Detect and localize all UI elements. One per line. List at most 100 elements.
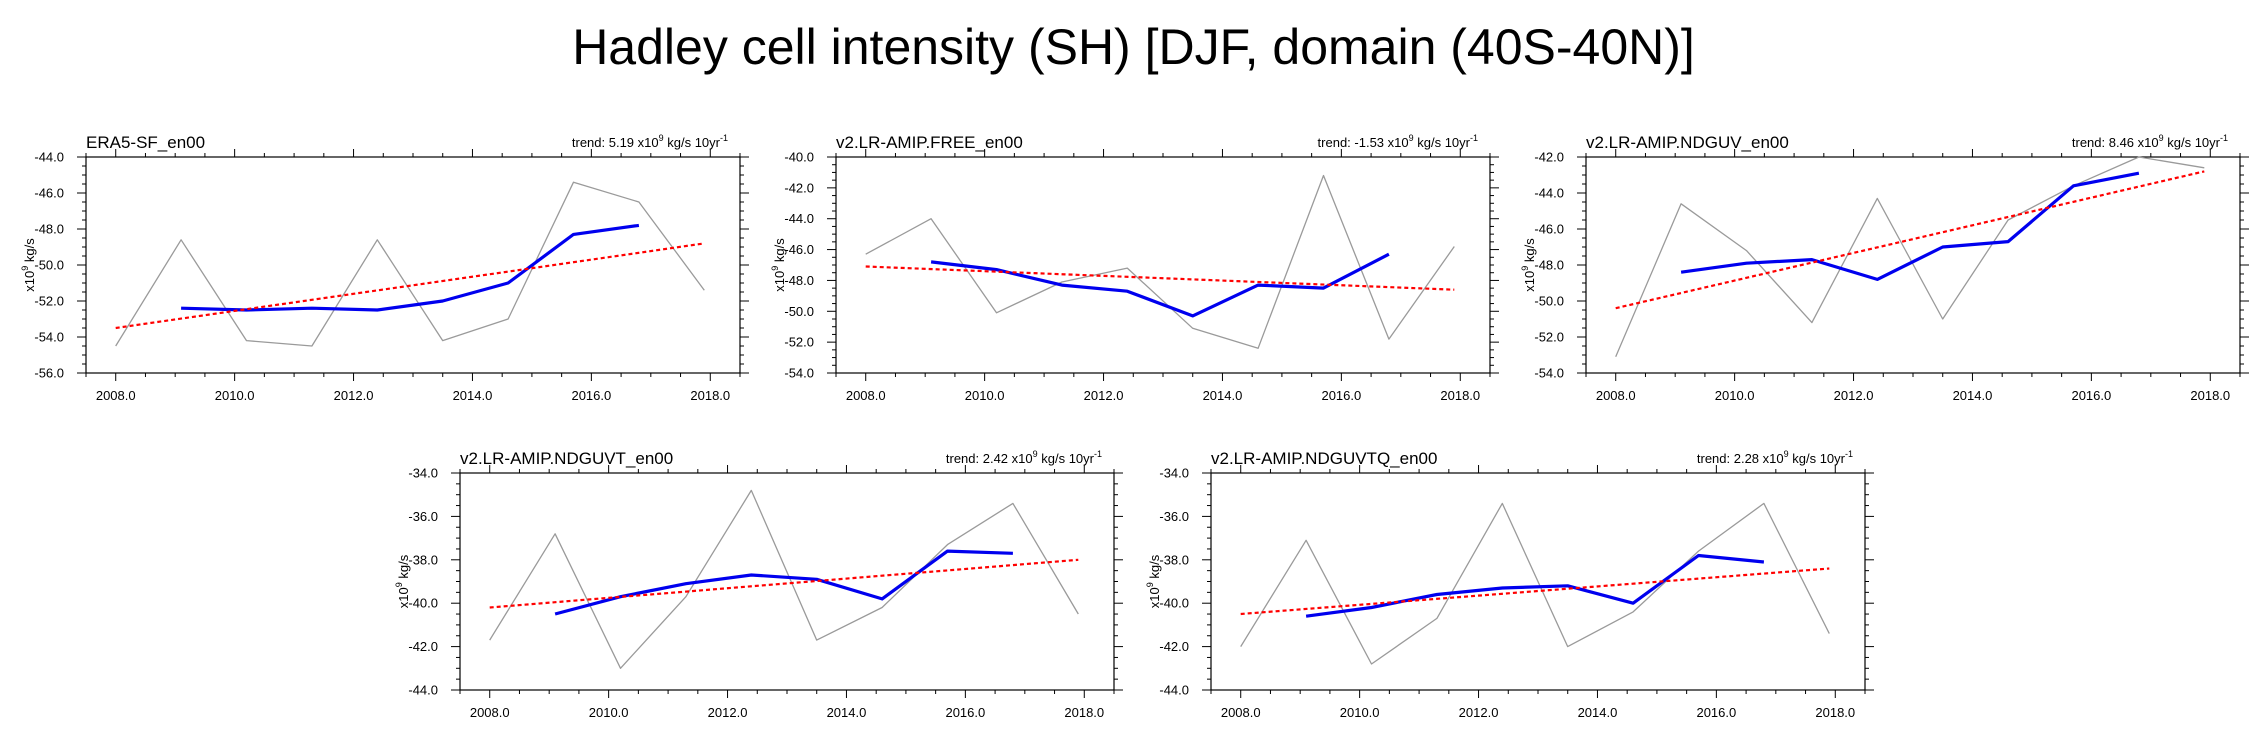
y-tick-label: -50.0 [784, 304, 814, 319]
y-tick-label: -54.0 [1534, 366, 1564, 381]
x-tick-label: 2014.0 [827, 705, 867, 720]
y-tick-label: -44.0 [1534, 186, 1564, 201]
x-tick-label: 2012.0 [1834, 388, 1874, 403]
y-tick-label: -52.0 [784, 335, 814, 350]
x-tick-label: 2008.0 [470, 705, 510, 720]
y-tick-label: -38.0 [408, 552, 438, 567]
plot-frame [85, 156, 741, 374]
y-tick-label: -36.0 [1159, 509, 1189, 524]
x-tick-label: 2010.0 [1340, 705, 1380, 720]
trend-label: trend: -1.53 x109 kg/s 10yr-1 [1318, 133, 1478, 150]
panel-title: v2.LR-AMIP.FREE_en00 [836, 133, 1023, 152]
x-tick-label: 2018.0 [1815, 705, 1855, 720]
x-tick-label: 2016.0 [945, 705, 985, 720]
series-smoothed-line [1305, 553, 1765, 618]
x-tick-label: 2008.0 [846, 388, 886, 403]
y-tick-label: -38.0 [1159, 552, 1189, 567]
y-tick-label: -34.0 [1159, 466, 1189, 481]
x-tick-label: 2016.0 [1696, 705, 1736, 720]
x-tick-label: 2012.0 [708, 705, 748, 720]
series-annual-line [115, 181, 705, 347]
y-tick-label: -34.0 [408, 466, 438, 481]
y-tick-label: -42.0 [784, 180, 814, 195]
x-tick-label: 2008.0 [96, 388, 136, 403]
panel-title: v2.LR-AMIP.NDGUVTQ_en00 [1211, 449, 1437, 468]
y-tick-label: -50.0 [34, 258, 64, 273]
y-tick-label: -42.0 [408, 639, 438, 654]
x-tick-label: 2012.0 [1459, 705, 1499, 720]
panel-5: v2.LR-AMIP.NDGUVTQ_en00 trend: 2.28 x109 … [1145, 449, 1874, 720]
y-axis-label: x109 kg/s [20, 238, 37, 292]
y-tick-label: -52.0 [34, 294, 64, 309]
series-trend-line [1615, 170, 2205, 310]
x-tick-label: 2018.0 [690, 388, 730, 403]
y-tick-label: -44.0 [784, 211, 814, 226]
x-tick-label: 2018.0 [1064, 705, 1104, 720]
series-trend-line [115, 242, 705, 330]
figure-title: Hadley cell intensity (SH) [DJF, domain … [572, 19, 1695, 75]
y-tick-label: -48.0 [34, 222, 64, 237]
x-tick-label: 2014.0 [453, 388, 493, 403]
y-axis-label: x109 kg/s [394, 554, 411, 608]
x-tick-label: 2008.0 [1596, 388, 1636, 403]
x-tick-label: 2018.0 [1440, 388, 1480, 403]
x-tick-label: 2012.0 [334, 388, 374, 403]
x-tick-label: 2010.0 [1715, 388, 1755, 403]
series-annual-line [865, 174, 1455, 349]
y-tick-label: -44.0 [1159, 683, 1189, 698]
y-tick-label: -46.0 [784, 242, 814, 257]
y-tick-label: -48.0 [1534, 258, 1564, 273]
x-tick-label: 2016.0 [1321, 388, 1361, 403]
series-annual-line [489, 489, 1079, 669]
panel-1: ERA5-SF_en00 trend: 5.19 x109 kg/s 10yr-1… [20, 133, 749, 403]
series-annual-line [1240, 502, 1830, 665]
plot-frame [835, 156, 1491, 374]
x-tick-label: 2008.0 [1221, 705, 1261, 720]
series-annual-line [1615, 156, 2205, 358]
y-axis-label: x109 kg/s [1520, 238, 1537, 292]
y-tick-label: -40.0 [408, 596, 438, 611]
series-smoothed-line [554, 549, 1013, 616]
x-tick-label: 2014.0 [1203, 388, 1243, 403]
panel-3: v2.LR-AMIP.NDGUV_en00 trend: 8.46 x109 kg… [1520, 133, 2249, 403]
series-trend-line [865, 265, 1455, 291]
y-axis-label: x109 kg/s [770, 238, 787, 292]
series-trend-line [489, 558, 1079, 609]
y-tick-label: -40.0 [1159, 596, 1189, 611]
y-axis-label: x109 kg/s [1145, 554, 1162, 608]
panel-4: v2.LR-AMIP.NDGUVT_en00 trend: 2.42 x109 k… [394, 449, 1123, 720]
panel-2: v2.LR-AMIP.FREE_en00 trend: -1.53 x109 kg… [770, 133, 1499, 403]
x-tick-label: 2012.0 [1084, 388, 1124, 403]
trend-label: trend: 2.42 x109 kg/s 10yr-1 [946, 449, 1102, 466]
y-tick-label: -40.0 [784, 150, 814, 165]
trend-label: trend: 5.19 x109 kg/s 10yr-1 [572, 133, 728, 150]
x-tick-label: 2016.0 [571, 388, 611, 403]
panel-title: v2.LR-AMIP.NDGUV_en00 [1586, 133, 1789, 152]
y-tick-label: -46.0 [1534, 222, 1564, 237]
y-tick-label: -44.0 [408, 683, 438, 698]
y-tick-label: -54.0 [34, 330, 64, 345]
y-tick-label: -50.0 [1534, 294, 1564, 309]
panel-title: ERA5-SF_en00 [86, 133, 205, 152]
y-tick-label: -42.0 [1534, 150, 1564, 165]
x-tick-label: 2010.0 [215, 388, 255, 403]
series-smoothed-line [181, 223, 640, 312]
y-tick-label: -54.0 [784, 366, 814, 381]
y-tick-label: -42.0 [1159, 639, 1189, 654]
series-smoothed-line [930, 252, 1390, 318]
y-tick-label: -44.0 [34, 150, 64, 165]
y-tick-label: -56.0 [34, 366, 64, 381]
x-tick-label: 2016.0 [2071, 388, 2111, 403]
x-tick-label: 2010.0 [589, 705, 629, 720]
x-tick-label: 2018.0 [2190, 388, 2230, 403]
y-tick-label: -48.0 [784, 273, 814, 288]
y-tick-label: -52.0 [1534, 330, 1564, 345]
y-tick-label: -46.0 [34, 186, 64, 201]
x-tick-label: 2014.0 [1578, 705, 1618, 720]
trend-label: trend: 8.46 x109 kg/s 10yr-1 [2072, 133, 2228, 150]
panel-title: v2.LR-AMIP.NDGUVT_en00 [460, 449, 673, 468]
x-tick-label: 2014.0 [1953, 388, 1993, 403]
series-smoothed-line [1680, 171, 2140, 281]
trend-label: trend: 2.28 x109 kg/s 10yr-1 [1697, 449, 1853, 466]
